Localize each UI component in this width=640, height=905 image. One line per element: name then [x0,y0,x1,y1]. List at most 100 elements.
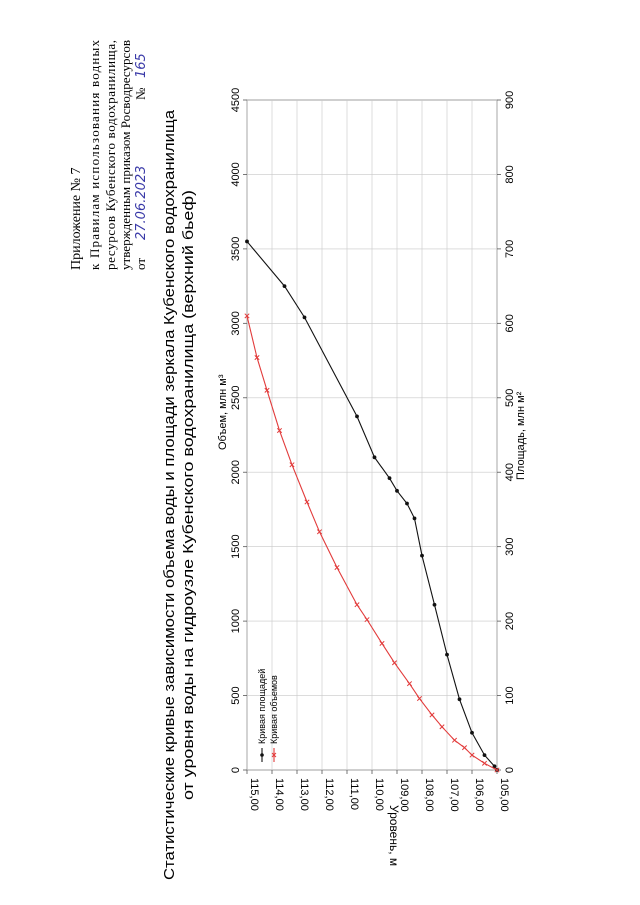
level-tick-label: 108,00 [423,778,435,812]
marker-stroke [429,712,435,718]
area-curve-point [282,284,287,289]
marker-stroke [364,617,370,623]
marker-stroke [439,724,445,730]
marker-stroke [481,760,488,766]
legend: Кривая площадей Кривая объемов [257,669,279,762]
volume-axis: 0 500 1000 1500 2000 2500 3000 3500 4000 4500 [230,88,247,773]
area-curve-point [457,697,462,702]
area-curve-point [492,764,497,769]
volume-curve-point [494,767,500,773]
plot-area: 105,00 106,00 107,00 108,00 109,00 110,00 111,… [230,88,516,812]
appendix-number: 165 [134,53,149,78]
legend-volume-marker [271,752,277,758]
area-tick-label: 300 [504,537,516,555]
area-tick-label: 500 [504,389,516,407]
level-tick-label: 115,00 [248,778,260,811]
volume-tick-label: 500 [230,686,242,704]
area-curve-point [395,488,399,493]
chart-title: Статистические кривые зависимости объема… [161,109,178,880]
volume-curve-point [289,462,295,468]
volume-curve-point [364,617,370,623]
marker-stroke [379,640,385,646]
volume-curve-point [334,564,340,571]
volume-curve-point [439,724,445,730]
marker-stroke [304,499,310,505]
marker-stroke [334,564,340,571]
marker-stroke [461,745,468,751]
marker-stroke [289,462,295,468]
volume-tick-label: 1000 [230,609,242,633]
volume-curve-point [354,602,360,608]
volume-axis-title: Объем, млн м³ [217,374,229,450]
series-layer [244,239,500,773]
area-curve-point [302,315,307,320]
marker-stroke [494,767,500,773]
volume-curve-point [429,712,435,718]
level-tick-label: 105,00 [498,778,510,812]
level-tick-label: 114,00 [273,778,285,811]
volume-curve-point [379,640,385,646]
area-axis: 0 100 200 300 400 500 600 700 800 900 [497,91,516,773]
volume-tick-label: 0 [230,767,242,773]
area-tick-label: 400 [504,463,516,481]
area-axis-title: Площадь, млн м² [515,391,527,480]
level-tick-label: 113,00 [298,778,310,811]
marker-stroke [276,427,283,434]
area-curve-point [412,516,417,521]
volume-curve-point [391,660,398,666]
legend-area-label: Кривая площадей [257,669,267,744]
marker-stroke [469,752,475,758]
level-tick-label: 109,00 [398,778,410,812]
area-curve-point [420,553,424,558]
volume-tick-label: 1500 [230,534,242,558]
appendix-number-label: № [133,88,148,100]
area-tick-label: 600 [504,314,516,332]
appendix-line-2: к Правилам использования водных [87,40,102,271]
marker-stroke [316,529,323,535]
appendix-from-label: от [133,258,148,270]
marker-stroke [406,681,413,687]
level-tick-label: 106,00 [473,778,485,812]
area-tick-label: 200 [504,612,516,630]
area-curve-point [372,455,377,460]
legend-area-marker [260,753,264,757]
area-curve-point [470,730,474,735]
volume-curve-point [304,499,310,505]
volume-curve-point [254,355,260,361]
volume-tick-label: 4500 [230,88,242,112]
volume-tick-label: 3500 [230,237,242,261]
volume-curve-point [244,313,250,319]
volume-tick-label: 4000 [230,162,242,186]
level-tick-label: 112,00 [323,778,335,811]
volume-curve-point [264,387,270,393]
volume-curve-point [451,737,458,743]
area-curve-point [355,414,359,419]
area-curve-point [482,753,487,758]
appendix-title: Приложение № 7 [69,168,84,271]
chart-subtitle: от уровня воды на гидроузле Кубенского в… [180,190,197,800]
appendix-line-3: ресурсов Кубенского водохранилища, [103,40,118,270]
marker-stroke [244,313,250,319]
level-axis-title: Уровень, м [387,805,401,866]
marker-stroke [354,602,360,608]
area-tick-label: 700 [504,240,516,258]
volume-curve-point [461,745,468,751]
marker-stroke [254,355,260,361]
volume-tick-label: 2000 [230,460,242,484]
area-tick-label: 100 [504,686,516,704]
area-curve-point [432,602,437,607]
marker-stroke [416,695,423,702]
appendix-date: 27.06.2023 [134,166,149,240]
marker-stroke [264,387,270,393]
level-tick-label: 111,00 [348,778,360,810]
volume-curve-point [481,760,488,766]
level-tick-label: 107,00 [448,778,460,812]
area-tick-label: 0 [504,767,516,773]
area-curve-point [387,476,392,481]
level-tick-label: 110,00 [373,778,385,811]
volume-tick-label: 3000 [230,311,242,335]
area-curve-point [245,239,249,244]
volume-curve-point [316,529,323,535]
volume-curve-point [276,427,283,434]
